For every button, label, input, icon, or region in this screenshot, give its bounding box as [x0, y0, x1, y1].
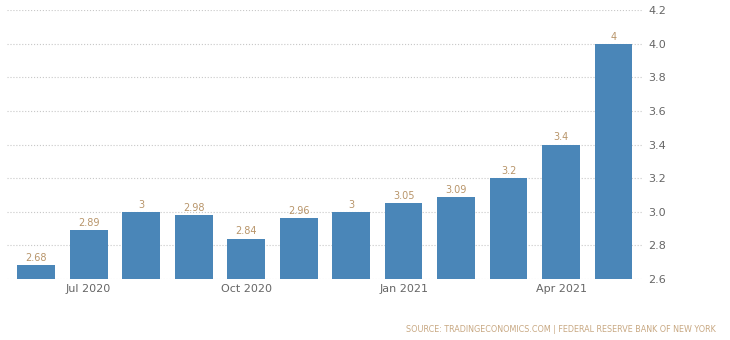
- Text: 3.4: 3.4: [553, 133, 569, 142]
- Text: 3.2: 3.2: [501, 166, 516, 176]
- Bar: [227, 239, 265, 340]
- Bar: [332, 211, 370, 340]
- Text: 2.89: 2.89: [78, 218, 99, 228]
- Text: 2.68: 2.68: [26, 253, 47, 264]
- Bar: [490, 178, 528, 340]
- Text: 2.96: 2.96: [288, 206, 310, 216]
- Bar: [542, 144, 580, 340]
- Text: 2.84: 2.84: [235, 226, 257, 237]
- Text: SOURCE: TRADINGECONOMICS.COM | FEDERAL RESERVE BANK OF NEW YORK: SOURCE: TRADINGECONOMICS.COM | FEDERAL R…: [406, 325, 715, 334]
- Bar: [174, 215, 212, 340]
- Text: 3: 3: [348, 200, 354, 210]
- Bar: [70, 230, 107, 340]
- Text: 2.98: 2.98: [183, 203, 204, 213]
- Bar: [437, 197, 475, 340]
- Bar: [122, 211, 160, 340]
- Bar: [595, 44, 632, 340]
- Bar: [385, 203, 423, 340]
- Text: 3: 3: [138, 200, 145, 210]
- Text: 4: 4: [610, 32, 617, 42]
- Bar: [18, 265, 55, 340]
- Bar: [280, 218, 318, 340]
- Text: 3.09: 3.09: [445, 185, 466, 194]
- Text: 3.05: 3.05: [393, 191, 415, 201]
